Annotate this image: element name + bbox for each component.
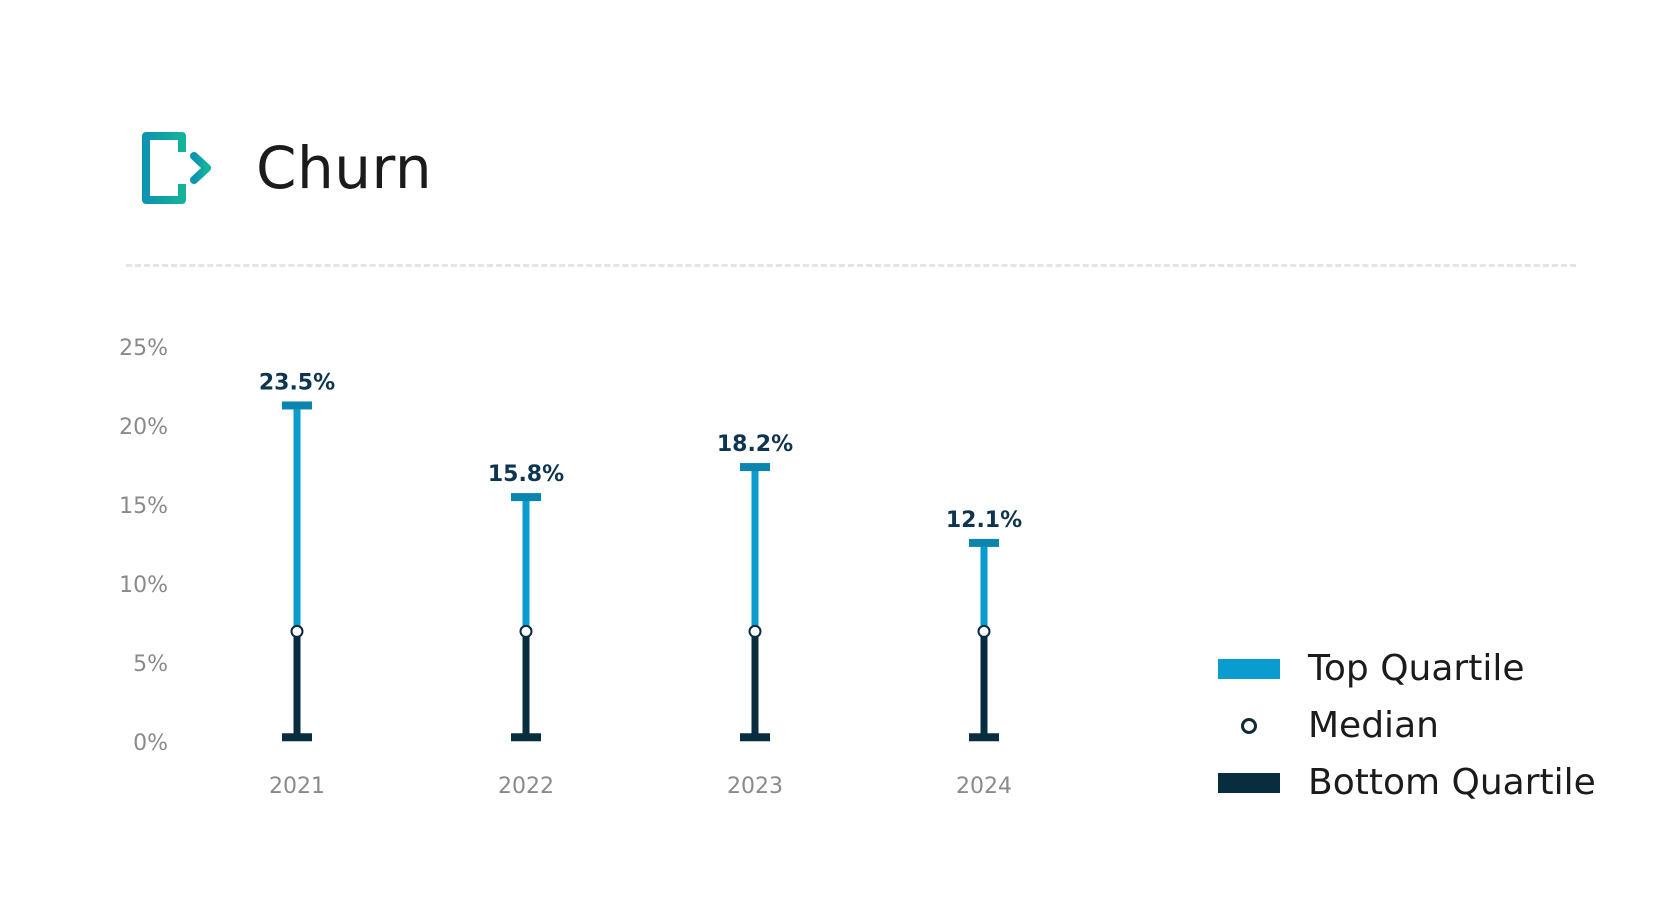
header-divider bbox=[126, 264, 1576, 267]
top-quartile-cap bbox=[282, 401, 312, 410]
x-tick-label: 2021 bbox=[269, 774, 325, 799]
y-tick-label: 5% bbox=[133, 652, 168, 677]
legend-swatch-median bbox=[1218, 716, 1280, 736]
value-label: 23.5% bbox=[259, 370, 335, 395]
page-title: Churn bbox=[256, 134, 433, 202]
median-point bbox=[290, 624, 304, 638]
bottom-quartile-cap bbox=[282, 733, 312, 742]
median-point bbox=[748, 624, 762, 638]
chart-header: Churn bbox=[140, 128, 432, 208]
legend-label-median: Median bbox=[1308, 705, 1439, 746]
legend-item-top-quartile: Top Quartile bbox=[1218, 640, 1618, 697]
top-quartile-cap bbox=[969, 538, 999, 547]
median-circle-icon bbox=[1241, 717, 1257, 734]
legend-swatch-top-quartile bbox=[1218, 658, 1280, 679]
value-label: 12.1% bbox=[946, 508, 1022, 533]
value-label: 18.2% bbox=[717, 432, 793, 457]
x-tick-label: 2022 bbox=[498, 774, 554, 799]
bottom-quartile-cap bbox=[740, 733, 770, 742]
chart-legend: Top Quartile Median Bottom Quartile bbox=[1218, 640, 1618, 811]
legend-item-bottom-quartile: Bottom Quartile bbox=[1218, 754, 1618, 811]
legend-label-bottom-quartile: Bottom Quartile bbox=[1308, 762, 1596, 803]
x-tick-label: 2023 bbox=[727, 774, 783, 799]
median-point bbox=[519, 624, 533, 638]
exit-arrow-icon bbox=[142, 132, 211, 204]
legend-swatch-bottom-quartile bbox=[1218, 772, 1280, 793]
legend-label-top-quartile: Top Quartile bbox=[1308, 648, 1525, 689]
median-point bbox=[977, 624, 991, 638]
value-label: 15.8% bbox=[488, 462, 564, 487]
y-tick-label: 10% bbox=[119, 573, 168, 598]
y-tick-label: 0% bbox=[133, 731, 168, 756]
top-quartile-cap bbox=[511, 493, 541, 502]
top-quartile-cap bbox=[740, 463, 770, 472]
x-tick-label: 2024 bbox=[956, 774, 1012, 799]
bottom-quartile-cap bbox=[969, 733, 999, 742]
y-tick-label: 15% bbox=[119, 494, 168, 519]
y-tick-label: 25% bbox=[119, 336, 168, 361]
y-tick-label: 20% bbox=[119, 415, 168, 440]
bottom-quartile-cap bbox=[511, 733, 541, 742]
legend-item-median: Median bbox=[1218, 697, 1618, 754]
